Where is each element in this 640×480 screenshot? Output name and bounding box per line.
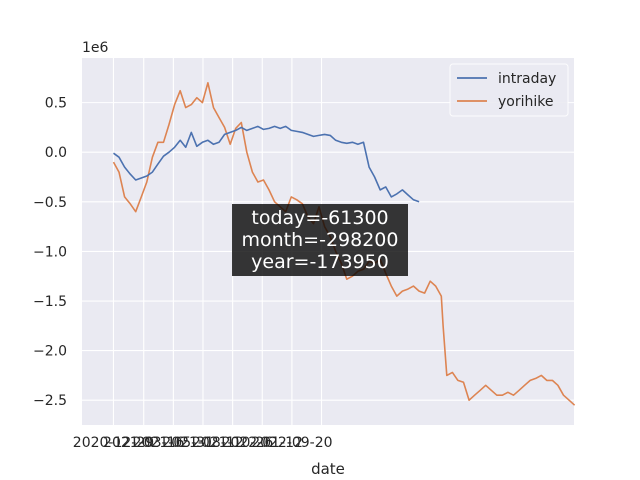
x-tick-label: 2022-09-20 xyxy=(251,435,332,451)
x-tick-label: 2021-05-31 xyxy=(133,435,214,451)
summary-annotation: today=-61300 month=-298200 year=-173950 xyxy=(232,204,408,276)
x-tick-label: 2021-08-12 xyxy=(162,435,243,451)
y-tick-label: −2.0 xyxy=(33,344,67,360)
x-tick-label: 2021-10-26 xyxy=(192,435,273,451)
series-line-intraday xyxy=(113,125,420,203)
legend-label-yorihike: yorihike xyxy=(498,94,553,110)
series-line-yorihike xyxy=(112,82,576,406)
legend: intraday yorihike xyxy=(449,63,569,117)
x-tick-label: 2022-01-12 xyxy=(222,435,303,451)
x-tick-label: 2020-12-29 xyxy=(73,435,154,451)
y-tick-label: −1.0 xyxy=(33,244,67,260)
y-tick-label: −1.5 xyxy=(33,294,67,310)
x-tick-label: 2021-03-16 xyxy=(103,435,184,451)
x-axis-title: date xyxy=(311,460,345,478)
x-tick-labels: 2020-12-292021-03-162021-05-312021-08-12… xyxy=(73,435,333,451)
annotation-month: month=-298200 xyxy=(241,229,399,251)
legend-label-intraday: intraday xyxy=(498,71,556,87)
y-tick-label: −2.5 xyxy=(33,393,67,409)
annotation-year: year=-173950 xyxy=(251,251,389,273)
y-tick-label: 0.5 xyxy=(45,96,67,112)
y-scale-label: 1e6 xyxy=(82,40,109,56)
y-tick-label: −0.5 xyxy=(33,195,67,211)
y-tick-label: 0.0 xyxy=(45,145,67,161)
series-layer xyxy=(112,82,576,406)
y-tick-labels: 0.5 0.0 −0.5 −1.0 −1.5 −2.0 −2.5 xyxy=(33,96,67,410)
annotation-today: today=-61300 xyxy=(251,207,389,229)
legend-box xyxy=(449,63,569,117)
